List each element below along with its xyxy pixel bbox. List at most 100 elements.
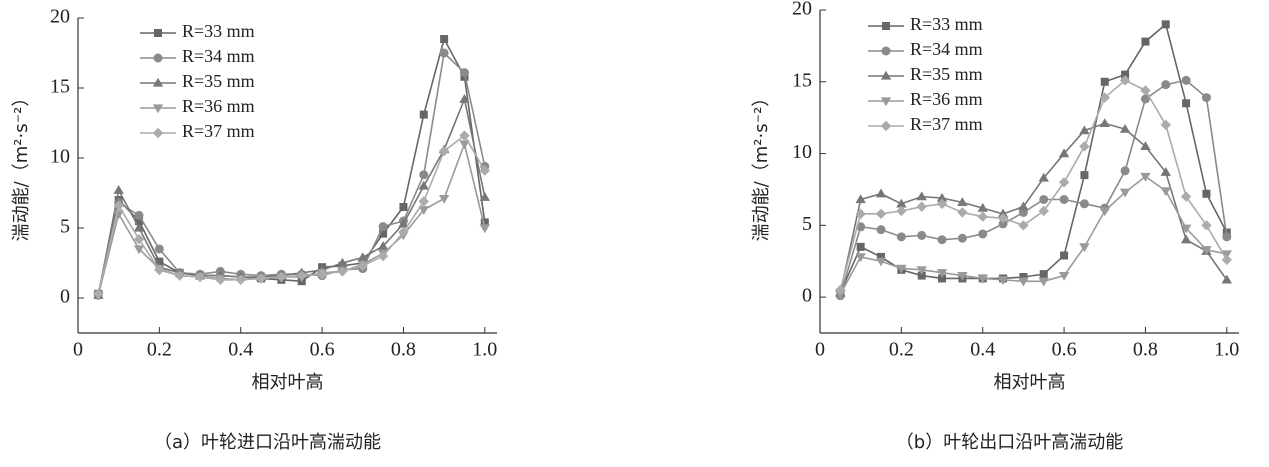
legend-marker bbox=[152, 104, 164, 114]
marker bbox=[379, 229, 388, 238]
marker bbox=[977, 211, 988, 222]
marker bbox=[480, 218, 489, 227]
marker bbox=[1221, 254, 1232, 265]
marker bbox=[957, 271, 968, 281]
legend-marker bbox=[153, 53, 163, 63]
legend-label: R=34 mm bbox=[910, 39, 983, 59]
x-tick-label: 0 bbox=[73, 339, 83, 361]
marker bbox=[1038, 277, 1049, 287]
x-tick-label: 0.2 bbox=[889, 339, 914, 361]
marker bbox=[93, 288, 104, 299]
marker bbox=[377, 250, 389, 262]
marker bbox=[296, 270, 307, 281]
x-tick-label: 1.0 bbox=[472, 339, 497, 361]
marker bbox=[1182, 99, 1191, 108]
x-tick-label: 0.8 bbox=[1133, 339, 1158, 361]
marker bbox=[1019, 273, 1028, 282]
marker bbox=[1039, 194, 1049, 204]
legend-marker bbox=[154, 29, 162, 37]
marker bbox=[419, 170, 429, 180]
y-tick-label: 15 bbox=[792, 69, 812, 91]
x-tick-label: 0.4 bbox=[228, 339, 253, 361]
marker bbox=[174, 270, 185, 281]
marker bbox=[398, 227, 409, 238]
legend-label: R=33 mm bbox=[910, 14, 983, 34]
marker bbox=[113, 185, 124, 194]
marker bbox=[135, 217, 144, 225]
marker bbox=[459, 140, 470, 150]
marker bbox=[1119, 188, 1131, 198]
marker bbox=[1201, 93, 1211, 103]
marker bbox=[418, 180, 429, 190]
marker bbox=[1119, 123, 1131, 133]
marker bbox=[917, 230, 927, 240]
marker bbox=[438, 194, 450, 204]
marker bbox=[1099, 118, 1110, 128]
marker bbox=[378, 222, 388, 232]
marker bbox=[1160, 187, 1171, 197]
marker bbox=[1141, 37, 1150, 46]
marker bbox=[133, 234, 145, 245]
marker bbox=[957, 233, 967, 243]
marker bbox=[1079, 199, 1089, 209]
marker bbox=[154, 264, 165, 276]
marker bbox=[1059, 194, 1069, 204]
marker bbox=[916, 201, 927, 212]
marker bbox=[1160, 119, 1171, 131]
marker bbox=[997, 212, 1009, 224]
marker bbox=[916, 266, 927, 276]
y-tick-label: 5 bbox=[802, 213, 812, 235]
x-tick-label: 1.0 bbox=[1214, 339, 1239, 361]
marker bbox=[957, 197, 968, 207]
marker bbox=[357, 260, 368, 271]
marker bbox=[440, 35, 449, 43]
marker bbox=[377, 241, 389, 250]
legend-marker bbox=[881, 46, 891, 56]
marker bbox=[1201, 220, 1212, 231]
marker bbox=[316, 269, 328, 280]
marker bbox=[916, 191, 927, 201]
marker bbox=[398, 218, 409, 228]
caption: （b）叶轮出口沿叶高湍动能 bbox=[896, 432, 1123, 453]
marker bbox=[1221, 274, 1232, 284]
x-tick-label: 0 bbox=[815, 339, 825, 361]
marker bbox=[998, 219, 1008, 229]
marker bbox=[479, 224, 490, 234]
marker bbox=[896, 205, 907, 217]
marker bbox=[113, 210, 124, 220]
marker bbox=[1099, 207, 1110, 217]
x-tick-label: 0.2 bbox=[147, 339, 172, 361]
marker bbox=[978, 229, 988, 239]
marker bbox=[438, 145, 450, 157]
series-line bbox=[97, 36, 486, 294]
marker bbox=[439, 48, 449, 58]
marker bbox=[877, 252, 886, 261]
marker bbox=[1202, 189, 1211, 198]
marker bbox=[1060, 251, 1069, 260]
marker bbox=[1201, 246, 1212, 255]
legend-label: R=34 mm bbox=[182, 46, 255, 66]
marker bbox=[1038, 172, 1049, 182]
marker bbox=[1079, 125, 1090, 135]
marker bbox=[1018, 277, 1029, 287]
marker bbox=[997, 276, 1009, 286]
marker bbox=[1180, 234, 1192, 244]
y-tick-label: 20 bbox=[50, 6, 70, 28]
marker bbox=[418, 196, 429, 207]
marker bbox=[1180, 224, 1192, 234]
marker bbox=[399, 203, 408, 211]
marker bbox=[1099, 92, 1110, 103]
legend-label: R=37 mm bbox=[182, 121, 255, 141]
marker bbox=[1079, 243, 1090, 253]
marker bbox=[977, 202, 988, 212]
x-axis-label: 相对叶高 bbox=[252, 372, 324, 393]
marker bbox=[936, 198, 948, 209]
x-tick-label: 0.6 bbox=[310, 339, 335, 361]
marker bbox=[1100, 77, 1109, 86]
marker bbox=[1119, 75, 1131, 86]
marker bbox=[1140, 172, 1151, 182]
marker bbox=[255, 273, 267, 284]
marker bbox=[133, 245, 145, 255]
series-line bbox=[839, 122, 1228, 293]
